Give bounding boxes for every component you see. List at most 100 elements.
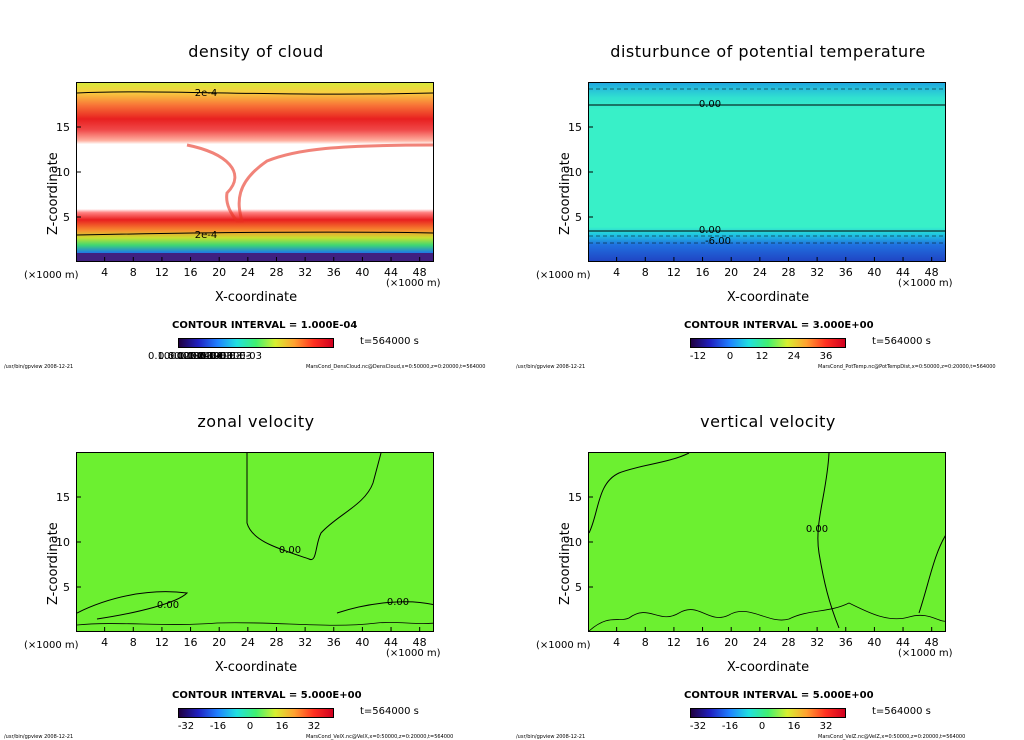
colorbar <box>178 338 334 348</box>
colorbar-tick-label: -32 <box>689 721 707 732</box>
contour-interval: CONTOUR INTERVAL = 3.000E+00 <box>684 320 874 331</box>
y-tick-label: 15 <box>56 491 70 504</box>
x-unit-right: (×1000 m) <box>386 648 441 659</box>
x-unit-right: (×1000 m) <box>898 278 953 289</box>
time-label: t=564000 s <box>872 706 931 717</box>
colorbar-tick-label: -32 <box>177 721 195 732</box>
x-tick-label: 20 <box>212 636 226 649</box>
colorbar-tick-label: 0.24000E-03 <box>187 351 253 362</box>
x-tick-label: 8 <box>642 636 649 649</box>
y-tick-label: 15 <box>56 121 70 134</box>
colorbar-tick-label: 0 <box>726 351 734 362</box>
x-axis-label: X-coordinate <box>214 290 298 305</box>
footer-left: /usr/bin/gpview 2008-12-21 <box>516 734 586 740</box>
footer-right: MarsCond_DensCloud.nc@DensCloud,x=0:5000… <box>306 364 486 370</box>
x-tick-label: 40 <box>355 636 369 649</box>
y-tick-label: 10 <box>568 166 582 179</box>
chart-title: density of cloud <box>188 42 324 61</box>
x-tick-label: 20 <box>724 636 738 649</box>
colorbar-tick-label: 32 <box>307 721 321 732</box>
x-unit-right: (×1000 m) <box>386 278 441 289</box>
x-tick-label: 24 <box>241 266 255 279</box>
x-tick-label: 12 <box>155 636 169 649</box>
contour-interval: CONTOUR INTERVAL = 5.000E+00 <box>172 690 362 701</box>
colorbar-tick-label: 16 <box>787 721 801 732</box>
temperature-field <box>589 83 945 261</box>
x-tick-label: 36 <box>839 266 853 279</box>
footer-left: /usr/bin/gpview 2008-12-21 <box>4 734 74 740</box>
contour-label: 0.00 <box>387 597 409 608</box>
plot-area <box>588 452 946 632</box>
y-tick-label: 10 <box>56 166 70 179</box>
x-tick-label: 16 <box>696 266 710 279</box>
x-tick-label: 36 <box>327 636 341 649</box>
colorbar-tick-label: 0.30000E-03 <box>197 351 263 362</box>
plot-area <box>76 82 434 262</box>
time-label: t=564000 s <box>360 336 419 347</box>
x-tick-label: 28 <box>781 266 795 279</box>
x-tick-label: 4 <box>613 636 620 649</box>
colorbar-tick-label: 36 <box>819 351 833 362</box>
x-tick-label: 12 <box>667 636 681 649</box>
colorbar <box>690 708 846 718</box>
vertical-velocity-field <box>589 453 945 631</box>
y-tick-label: 5 <box>63 211 70 224</box>
x-tick-label: 20 <box>724 266 738 279</box>
x-tick-label: 36 <box>327 266 341 279</box>
x-unit-left: (×1000 m) <box>24 270 79 281</box>
x-tick-label: 28 <box>781 636 795 649</box>
x-tick-label: 4 <box>101 636 108 649</box>
y-axis-label: Z-coordinate <box>46 522 61 605</box>
contour-interval: CONTOUR INTERVAL = 1.000E-04 <box>172 320 358 331</box>
colorbar-tick-label: 16 <box>275 721 289 732</box>
chart-panel-density-of-cloud: density of cloud <box>0 0 512 370</box>
x-tick-label: 32 <box>298 266 312 279</box>
x-tick-label: 40 <box>355 266 369 279</box>
colorbar-tick-label: 12 <box>755 351 769 362</box>
contour-label: 2e-4 <box>195 88 218 99</box>
colorbar-tick-label: 32 <box>819 721 833 732</box>
x-unit-left: (×1000 m) <box>536 270 591 281</box>
x-tick-label: 8 <box>130 636 137 649</box>
footer-left: /usr/bin/gpview 2008-12-21 <box>516 364 586 370</box>
plot-area <box>76 452 434 632</box>
x-tick-label: 16 <box>184 266 198 279</box>
y-axis-label: Z-coordinate <box>46 152 61 235</box>
x-tick-label: 24 <box>753 266 767 279</box>
x-axis-label: X-coordinate <box>726 660 810 675</box>
contour-label: 0.00 <box>157 600 179 611</box>
chart-title: zonal velocity <box>197 412 315 431</box>
x-tick-label: 48 <box>925 636 939 649</box>
colorbar-tick-label: -16 <box>209 721 227 732</box>
colorbar-tick-label: 0 <box>246 721 254 732</box>
x-tick-label: 12 <box>667 266 681 279</box>
x-tick-label: 48 <box>413 636 427 649</box>
colorbar-tick-label: 0.10000E-03 <box>147 351 213 362</box>
x-tick-label: 24 <box>753 636 767 649</box>
x-unit-left: (×1000 m) <box>536 640 591 651</box>
x-tick-label: 32 <box>810 636 824 649</box>
x-tick-label: 40 <box>867 636 881 649</box>
y-tick-label: 15 <box>568 121 582 134</box>
x-tick-label: 44 <box>896 636 910 649</box>
x-tick-label: 32 <box>810 266 824 279</box>
chart-title: disturbunce of potential temperature <box>610 42 926 61</box>
contour-label: 2e-4 <box>195 230 218 241</box>
x-tick-label: 40 <box>867 266 881 279</box>
colorbar-tick-label: 0.60000E-04 <box>157 351 223 362</box>
colorbar-tick-label: 0.18000E-03 <box>177 351 243 362</box>
density-field <box>77 83 433 261</box>
contour-label: -6.00 <box>705 236 731 247</box>
colorbar <box>178 708 334 718</box>
x-tick-label: 44 <box>384 636 398 649</box>
x-tick-label: 44 <box>896 266 910 279</box>
contour-label: 0.00 <box>699 225 721 236</box>
y-tick-label: 5 <box>63 581 70 594</box>
x-unit-right: (×1000 m) <box>898 648 953 659</box>
footer-right: MarsCond_PotTemp.nc@PotTempDist,x=0:5000… <box>818 364 996 370</box>
x-axis-label: X-coordinate <box>726 290 810 305</box>
x-unit-left: (×1000 m) <box>24 640 79 651</box>
